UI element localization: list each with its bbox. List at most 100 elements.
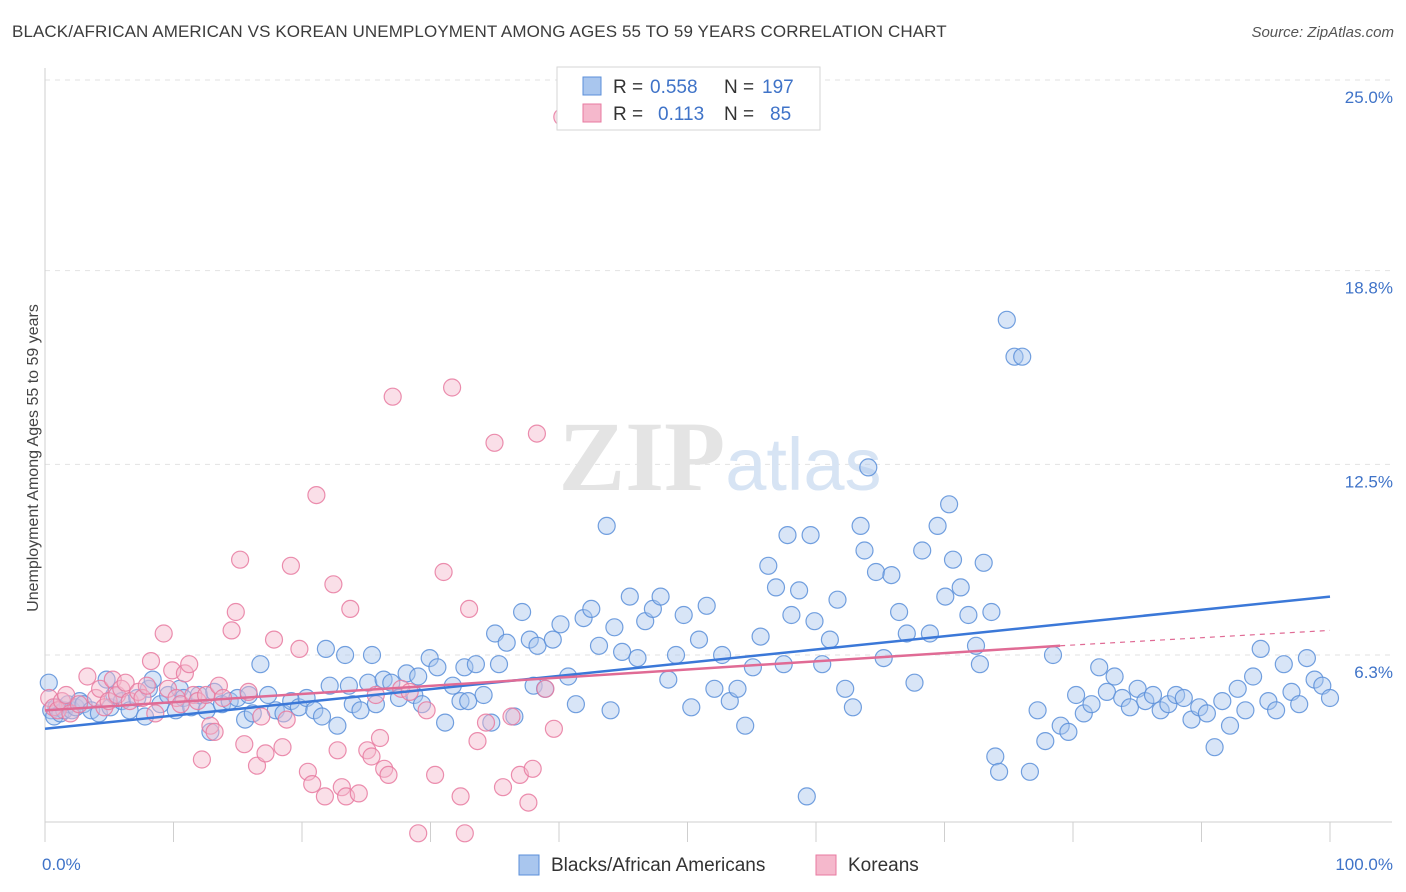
point-blacks-111 bbox=[751, 627, 770, 646]
point-koreans-34 bbox=[205, 722, 224, 742]
point-blacks-139 bbox=[939, 495, 959, 514]
point-koreans-7 bbox=[78, 667, 97, 686]
y-tick-label-3: 25.0% bbox=[1345, 88, 1393, 107]
point-blacks-109 bbox=[736, 716, 755, 735]
point-blacks-75 bbox=[489, 655, 509, 674]
point-blacks-157 bbox=[1059, 722, 1078, 742]
point-blacks-162 bbox=[1097, 682, 1117, 702]
point-blacks-116 bbox=[782, 605, 801, 625]
point-koreans-49 bbox=[290, 639, 309, 659]
series-name-blacks: Blacks/African Americans bbox=[551, 855, 765, 876]
point-koreans-56 bbox=[332, 778, 351, 797]
point-koreans-19 bbox=[137, 676, 156, 695]
series-legend: Blacks/African Americans Koreans bbox=[518, 854, 919, 876]
point-blacks-146 bbox=[982, 602, 1001, 622]
point-koreans-31 bbox=[192, 750, 211, 769]
point-blacks-134 bbox=[905, 673, 924, 692]
point-koreans-28 bbox=[180, 655, 199, 674]
watermark-atlas: atlas bbox=[725, 423, 881, 506]
point-blacks-138 bbox=[936, 587, 955, 606]
point-blacks-76 bbox=[497, 633, 516, 652]
point-blacks-69 bbox=[455, 658, 474, 677]
point-blacks-140 bbox=[943, 550, 963, 569]
point-blacks-83 bbox=[543, 630, 562, 649]
point-blacks-151 bbox=[1013, 347, 1032, 366]
point-blacks-142 bbox=[959, 605, 978, 625]
point-blacks-65 bbox=[428, 658, 447, 677]
point-blacks-62 bbox=[409, 667, 428, 686]
point-blacks-0 bbox=[39, 673, 58, 692]
point-blacks-158 bbox=[1066, 685, 1086, 705]
watermark-zip: ZIP bbox=[558, 401, 725, 512]
legend-n-value-1: 197 bbox=[762, 77, 794, 98]
point-blacks-182 bbox=[1251, 639, 1270, 659]
data-points bbox=[39, 107, 1340, 843]
point-blacks-164 bbox=[1113, 688, 1132, 708]
point-blacks-112 bbox=[759, 556, 778, 575]
point-blacks-132 bbox=[889, 602, 909, 622]
point-koreans-69 bbox=[409, 824, 428, 843]
x-tick-labels: 0.0% 100.0% bbox=[42, 855, 1393, 874]
point-blacks-178 bbox=[1220, 716, 1240, 735]
point-blacks-137 bbox=[928, 516, 947, 536]
point-blacks-117 bbox=[789, 581, 809, 600]
legend-r-label-1: R = bbox=[613, 77, 643, 98]
point-koreans-43 bbox=[252, 707, 271, 726]
point-blacks-180 bbox=[1236, 701, 1255, 720]
point-blacks-163 bbox=[1105, 667, 1124, 686]
point-blacks-100 bbox=[666, 645, 686, 665]
point-blacks-127 bbox=[855, 541, 874, 560]
point-koreans-38 bbox=[226, 602, 245, 622]
point-koreans-6 bbox=[69, 695, 89, 714]
point-koreans-40 bbox=[235, 735, 254, 754]
point-koreans-4 bbox=[57, 685, 76, 705]
point-blacks-177 bbox=[1213, 691, 1232, 711]
point-blacks-121 bbox=[813, 655, 832, 674]
point-blacks-179 bbox=[1228, 679, 1247, 698]
point-blacks-126 bbox=[851, 516, 870, 536]
point-koreans-51 bbox=[303, 774, 322, 794]
point-blacks-53 bbox=[351, 701, 370, 720]
stats-legend: R = 0.558 N = 197 R = 0.113 N = 85 bbox=[556, 66, 821, 131]
legend-r-label-2: R = bbox=[613, 104, 643, 125]
point-koreans-59 bbox=[349, 784, 368, 803]
point-blacks-119 bbox=[801, 525, 820, 545]
watermark: ZIPatlas bbox=[558, 401, 881, 512]
point-koreans-55 bbox=[328, 741, 347, 760]
legend-swatch-pink bbox=[582, 103, 602, 123]
legend-swatch-blue bbox=[582, 76, 602, 96]
point-koreans-22 bbox=[154, 624, 173, 643]
point-koreans-58 bbox=[341, 599, 360, 619]
point-blacks-78 bbox=[512, 602, 532, 622]
point-koreans-44 bbox=[256, 744, 275, 763]
y-axis-label: Unemployment Among Ages 55 to 59 years bbox=[25, 304, 42, 612]
point-blacks-113 bbox=[766, 578, 786, 597]
source-label: Source: ZipAtlas.com bbox=[1251, 24, 1394, 41]
point-blacks-129 bbox=[866, 562, 886, 582]
point-koreans-75 bbox=[455, 824, 474, 843]
point-blacks-148 bbox=[989, 762, 1009, 781]
point-blacks-48 bbox=[320, 676, 339, 695]
point-blacks-128 bbox=[859, 458, 878, 477]
point-blacks-20 bbox=[139, 679, 158, 698]
point-koreans-27 bbox=[175, 664, 194, 683]
point-blacks-145 bbox=[974, 553, 993, 572]
point-blacks-55 bbox=[362, 645, 382, 665]
trend-line-koreans bbox=[44, 644, 1061, 712]
point-blacks-46 bbox=[312, 707, 332, 726]
trend-line-koreans-extension bbox=[1060, 629, 1331, 647]
x-tick-label-1: 100.0% bbox=[1335, 855, 1393, 874]
point-blacks-90 bbox=[597, 516, 616, 536]
point-blacks-133 bbox=[897, 624, 916, 643]
series-name-koreans: Koreans bbox=[848, 855, 919, 876]
point-blacks-125 bbox=[843, 698, 863, 717]
point-blacks-118 bbox=[797, 787, 816, 806]
point-blacks-172 bbox=[1174, 688, 1193, 708]
point-blacks-122 bbox=[820, 630, 840, 649]
x-tick-label-0: 0.0% bbox=[42, 855, 81, 874]
series-swatch-koreans bbox=[815, 854, 837, 876]
y-tick-label-0: 6.3% bbox=[1354, 663, 1393, 682]
point-blacks-92 bbox=[605, 618, 624, 637]
point-koreans-61 bbox=[362, 747, 381, 766]
point-blacks-70 bbox=[459, 691, 478, 711]
